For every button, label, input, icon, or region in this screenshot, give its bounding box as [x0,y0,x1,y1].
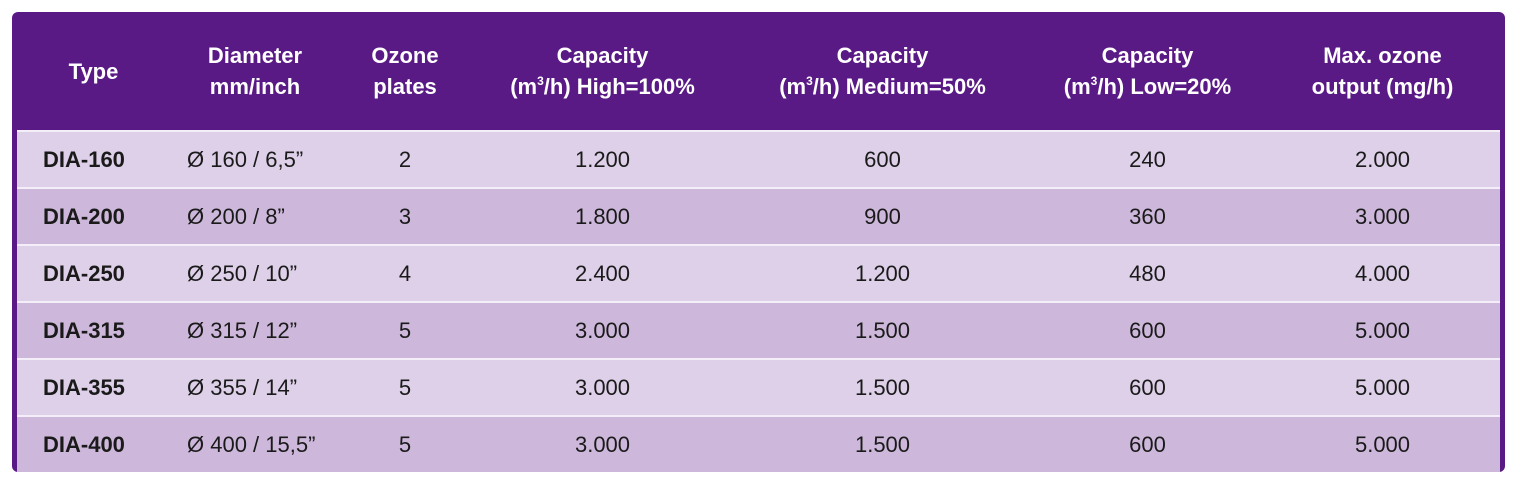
cell-max-ozone-output: 2.000 [1265,130,1500,188]
ozone-specs-table-container: Type Diameter mm/inch Ozone plates Capacit… [12,12,1505,472]
cell-diameter: Ø 160 / 6,5” [170,130,340,188]
cell-ozone-plates: 2 [340,130,470,188]
header-ozone-plates: Ozone plates [371,43,439,99]
cell-capacity-low: 480 [1030,244,1265,302]
cell-diameter: Ø 315 / 12” [170,301,340,359]
cell-capacity-low: 240 [1030,130,1265,188]
cell-capacity-medium: 1.500 [735,301,1030,359]
cell-ozone-plates: 5 [340,301,470,359]
cell-capacity-high: 1.800 [470,187,735,245]
cell-capacity-low: 600 [1030,358,1265,416]
cell-capacity-high: 3.000 [470,301,735,359]
cell-diameter: Ø 250 / 10” [170,244,340,302]
table-row: DIA-200 Ø 200 / 8” 3 1.800 900 360 3.000 [17,187,1500,245]
cell-capacity-medium: 1.200 [735,244,1030,302]
cell-ozone-plates: 5 [340,358,470,416]
table-row: DIA-250 Ø 250 / 10” 4 2.400 1.200 480 4.000 [17,244,1500,302]
cell-ozone-plates: 3 [340,187,470,245]
header-max-ozone-output: Max. ozone output (mg/h) [1311,43,1454,99]
cell-capacity-high: 2.400 [470,244,735,302]
cell-capacity-high: 3.000 [470,358,735,416]
cell-capacity-low: 600 [1030,301,1265,359]
cell-type: DIA-160 [17,130,170,188]
table-row: DIA-400 Ø 400 / 15,5” 5 3.000 1.500 600 5.000 [17,415,1500,472]
header-capacity-high: Capacity (m3/h) High=100% [510,43,695,99]
ozone-specs-table: Type Diameter mm/inch Ozone plates Capacit… [17,12,1500,472]
cell-type: DIA-200 [17,187,170,245]
header-type: Type [68,58,119,84]
cell-max-ozone-output: 5.000 [1265,415,1500,472]
table-row: DIA-355 Ø 355 / 14” 5 3.000 1.500 600 5.000 [17,358,1500,416]
cell-capacity-medium: 900 [735,187,1030,245]
cell-capacity-low: 600 [1030,415,1265,472]
cell-diameter: Ø 355 / 14” [170,358,340,416]
cell-type: DIA-355 [17,358,170,416]
cell-ozone-plates: 5 [340,415,470,472]
cell-max-ozone-output: 3.000 [1265,187,1500,245]
table-row: DIA-160 Ø 160 / 6,5” 2 1.200 600 240 2.000 [17,130,1500,188]
cell-capacity-medium: 1.500 [735,415,1030,472]
cell-ozone-plates: 4 [340,244,470,302]
cell-type: DIA-315 [17,301,170,359]
header-capacity-medium: Capacity (m3/h) Medium=50% [779,43,986,99]
cell-diameter: Ø 200 / 8” [170,187,340,245]
cell-max-ozone-output: 4.000 [1265,244,1500,302]
cell-type: DIA-250 [17,244,170,302]
cell-max-ozone-output: 5.000 [1265,301,1500,359]
cell-capacity-medium: 1.500 [735,358,1030,416]
cell-max-ozone-output: 5.000 [1265,358,1500,416]
table-row: DIA-315 Ø 315 / 12” 5 3.000 1.500 600 5.000 [17,301,1500,359]
cell-capacity-low: 360 [1030,187,1265,245]
header-diameter: Diameter mm/inch [207,43,303,99]
cell-capacity-high: 3.000 [470,415,735,472]
cell-capacity-high: 1.200 [470,130,735,188]
cell-diameter: Ø 400 / 15,5” [170,415,340,472]
header-row: Type Diameter mm/inch Ozone plates Capacit… [17,12,1500,131]
cell-capacity-medium: 600 [735,130,1030,188]
header-capacity-low: Capacity (m3/h) Low=20% [1063,43,1232,99]
cell-type: DIA-400 [17,415,170,472]
